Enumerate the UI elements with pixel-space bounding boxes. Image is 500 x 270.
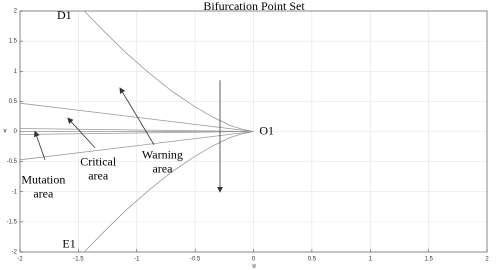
curve bbox=[19, 131, 254, 161]
annotation: area bbox=[88, 169, 109, 183]
x-tick-label: -1 bbox=[134, 257, 140, 263]
annotation: Critical bbox=[80, 155, 117, 169]
curve bbox=[19, 102, 254, 132]
y-tick-label: -1 bbox=[12, 189, 18, 195]
x-tick-label: 2 bbox=[485, 257, 489, 263]
annotation: Mutation bbox=[21, 173, 65, 187]
y-tick-label: -1.5 bbox=[7, 219, 18, 225]
y-axis-label: v bbox=[4, 129, 7, 135]
annotation: Warning bbox=[142, 147, 183, 161]
x-axis-label: u bbox=[252, 264, 255, 270]
x-tick-label: 1.5 bbox=[424, 257, 433, 263]
y-tick-label: 2 bbox=[14, 9, 18, 15]
y-tick-label: 0.5 bbox=[9, 99, 18, 105]
curve bbox=[83, 131, 254, 253]
curve bbox=[83, 10, 254, 132]
y-tick-label: -2 bbox=[12, 250, 18, 256]
y-tick-label: 1.5 bbox=[9, 39, 18, 45]
annotation: O1 bbox=[259, 123, 274, 137]
arrow bbox=[67, 117, 96, 149]
chart-title: Bifurcation Point Set bbox=[203, 0, 305, 13]
y-tick-label: 0 bbox=[14, 129, 18, 135]
annotation: E1 bbox=[62, 237, 75, 251]
x-tick-label: 1 bbox=[369, 257, 373, 263]
x-tick-label: 0.5 bbox=[308, 257, 317, 263]
y-tick-label: 1 bbox=[14, 69, 18, 75]
x-tick-label: 0 bbox=[252, 257, 256, 263]
x-tick-label: -2 bbox=[17, 257, 23, 263]
annotation: area bbox=[33, 187, 54, 201]
annotation: D1 bbox=[57, 8, 72, 22]
curve bbox=[19, 131, 254, 135]
arrow bbox=[33, 130, 46, 160]
y-tick-label: -0.5 bbox=[7, 159, 18, 165]
annotation: area bbox=[152, 161, 173, 175]
x-tick-label: -0.5 bbox=[190, 257, 201, 263]
arrow bbox=[119, 87, 155, 145]
curve bbox=[19, 128, 254, 132]
x-tick-label: -1.5 bbox=[73, 257, 84, 263]
